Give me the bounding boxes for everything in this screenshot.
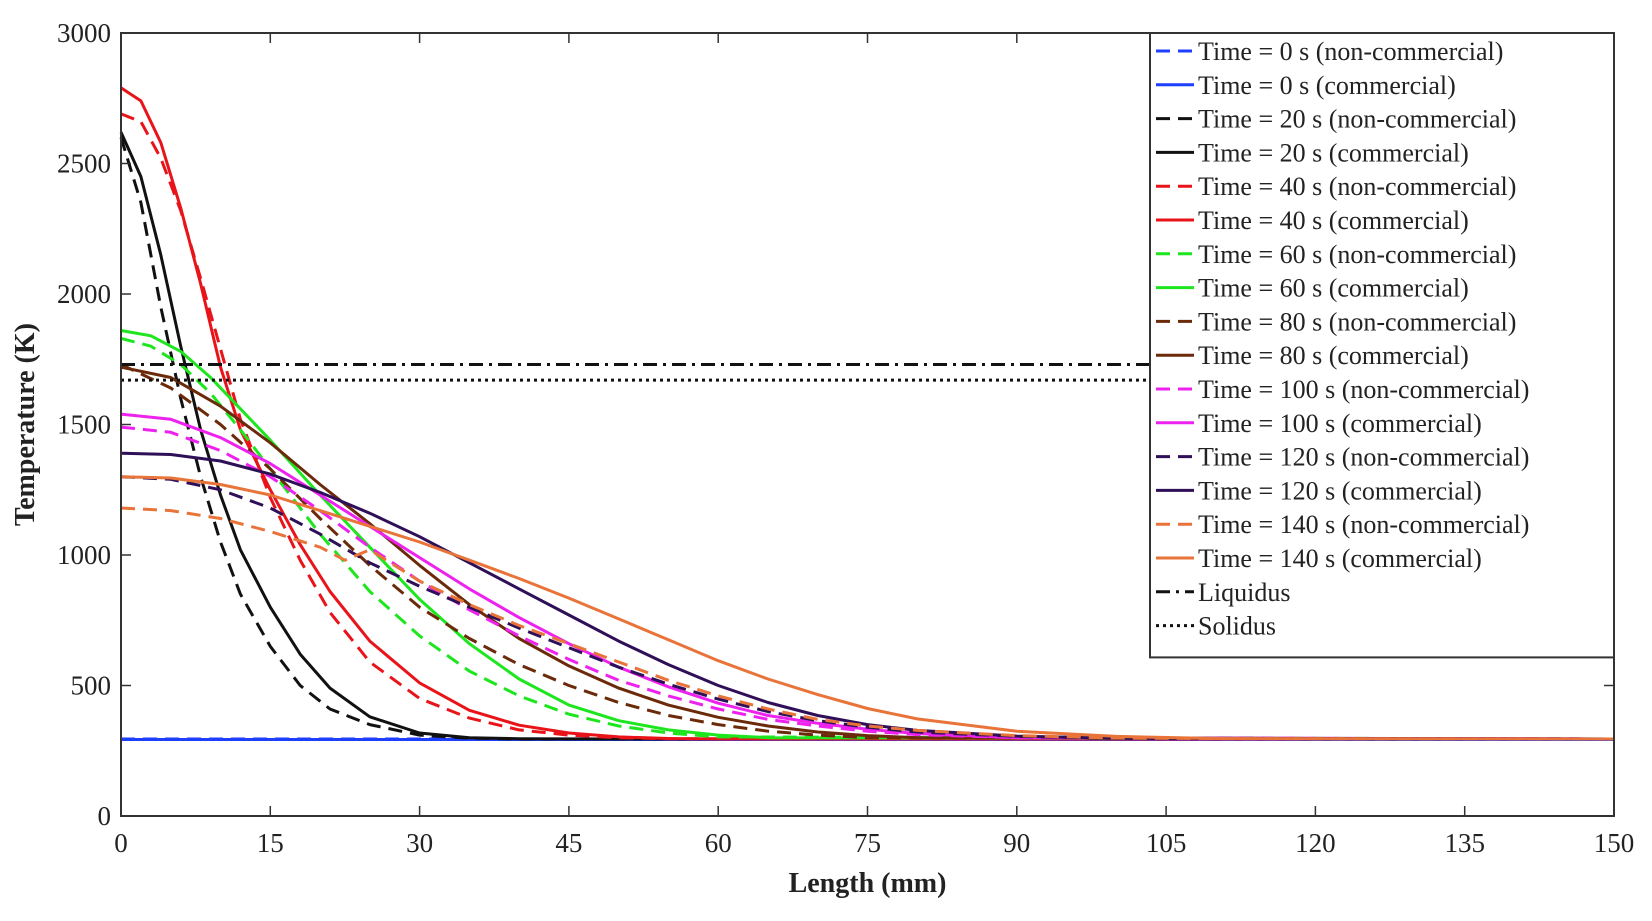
legend-label: Time = 140 s (commercial): [1198, 544, 1482, 573]
legend-label: Liquidus: [1198, 578, 1290, 607]
series-line-5: [120, 86, 1614, 741]
series-line-10: [120, 425, 1615, 741]
series-line-9: [120, 365, 1615, 741]
legend-label: Time = 40 s (commercial): [1198, 206, 1469, 235]
y-tick-label: 2500: [57, 149, 111, 179]
legend-label: Time = 0 s (commercial): [1198, 71, 1456, 100]
x-axis-title: Length (mm): [789, 868, 947, 899]
legend-label: Time = 60 s (commercial): [1198, 274, 1469, 303]
x-tick-label: 45: [555, 828, 582, 858]
series-line-14: [120, 506, 1615, 741]
y-tick-label: 2000: [57, 279, 111, 309]
x-tick-label: 75: [854, 828, 881, 858]
legend: Time = 0 s (non-commercial) Time = 0 s (c…: [1149, 32, 1615, 659]
series-line-2: [119, 136, 1614, 741]
x-tick-label: 105: [1146, 828, 1187, 858]
series-line-7: [120, 329, 1615, 741]
y-tick-label: 1000: [57, 540, 111, 570]
y-tick-label: 3000: [57, 18, 111, 48]
x-tick-label: 135: [1444, 828, 1485, 858]
legend-label: Time = 120 s (non-commercial): [1198, 443, 1529, 472]
x-tick-label: 30: [406, 828, 433, 858]
y-axis: 0 500 1000 1500 2000 2500 3000: [57, 18, 1614, 831]
y-tick-label: 1500: [57, 410, 111, 440]
legend-label: Time = 20 s (non-commercial): [1198, 105, 1516, 134]
x-tick-label: 0: [114, 828, 128, 858]
x-tick-label: 15: [257, 828, 284, 858]
series-line-12: [120, 475, 1615, 741]
legend-label: Time = 80 s (non-commercial): [1198, 307, 1516, 336]
series-line-3: [119, 131, 1614, 741]
x-tick-label: 90: [1003, 828, 1030, 858]
y-tick-label: 0: [98, 801, 112, 831]
y-tick-label: 500: [71, 671, 112, 701]
series-line-4: [120, 112, 1615, 741]
plot-lines: [119, 86, 1615, 741]
legend-label: Time = 60 s (non-commercial): [1198, 240, 1516, 269]
legend-label: Time = 100 s (commercial): [1198, 409, 1482, 438]
x-axis: 0 15 30 45 60 75 90 105 120 135 150: [114, 33, 1634, 858]
series-line-15: [120, 475, 1615, 741]
series-line-13: [120, 451, 1615, 741]
legend-label: Solidus: [1198, 612, 1276, 641]
legend-box: [1149, 32, 1615, 659]
x-tick-label: 120: [1295, 828, 1336, 858]
y-axis-title: Temperature (K): [10, 323, 41, 526]
x-tick-label: 60: [705, 828, 732, 858]
legend-label: Time = 120 s (commercial): [1198, 476, 1482, 505]
legend-label: Time = 140 s (non-commercial): [1198, 510, 1529, 539]
series-line-11: [120, 412, 1615, 741]
legend-label: Time = 80 s (commercial): [1198, 341, 1469, 370]
legend-label: Time = 100 s (non-commercial): [1198, 375, 1529, 404]
legend-label: Time = 40 s (non-commercial): [1198, 172, 1516, 201]
x-tick-label: 150: [1594, 828, 1635, 858]
legend-label: Time = 20 s (commercial): [1198, 138, 1469, 167]
legend-label: Time = 0 s (non-commercial): [1198, 37, 1503, 66]
